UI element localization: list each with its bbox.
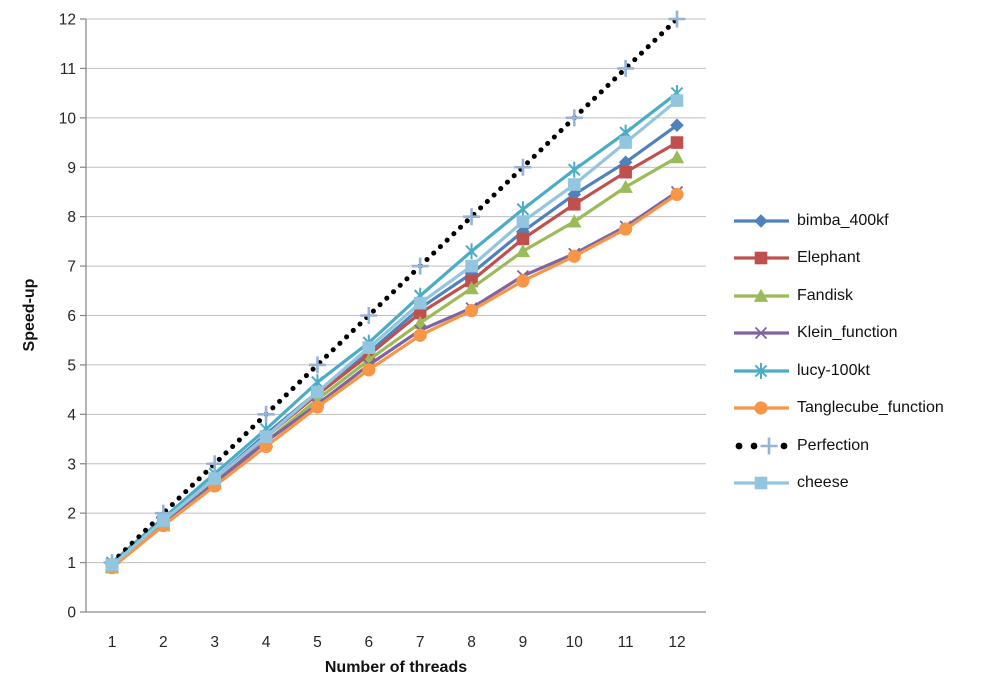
legend-item-Perfection: Perfection [733,427,944,465]
legend-item-lucy-100kt: lucy-100kt [733,352,944,390]
series-line-Klein_function [110,190,678,567]
legend-item-Elephant: Elephant [733,240,944,278]
series-line-Elephant [110,141,678,567]
x-tick-label: 1 [108,634,117,651]
x-tick-label: 6 [365,634,374,651]
legend-label: Elephant [797,249,861,267]
series-line-lucy-100kt [110,91,678,564]
x-tick-label: 9 [519,634,528,651]
chart-legend: bimba_400kf Elephant Fandisk Klein_function… [733,202,944,502]
series-line-cheese [110,99,679,567]
y-tick-label: 5 [67,357,76,374]
circle-marker-icon [734,401,789,415]
legend-item-Fandisk: Fandisk [733,277,944,315]
legend-label: Tanglecube_function [797,399,944,417]
x-tick-label: 11 [618,634,634,651]
series-line-Fandisk [110,155,678,569]
asterisk-marker-icon [734,362,789,379]
legend-item-bimba_400kf: bimba_400kf [733,202,944,240]
series-cheese [105,94,684,572]
legend-item-cheese: cheese [733,465,944,503]
x-tick-label: 12 [668,634,685,651]
triangle-marker-icon [734,288,789,302]
legend-label: Klein_function [797,324,898,342]
plus-marker-icon [735,437,788,455]
x-tick-label: 5 [313,634,322,651]
square-marker-icon [734,476,789,490]
legend-label: Perfection [797,436,870,454]
y-tick-label: 7 [67,259,76,276]
square-marker-icon [734,251,789,265]
legend-label: lucy-100kt [797,361,870,379]
y-tick-label: 1 [67,555,76,572]
x-tick-label: 7 [416,634,425,651]
legend-label: Fandisk [797,286,854,304]
y-tick-label: 8 [67,209,76,226]
x-tick-label: 2 [159,634,168,651]
legend-item-Klein_function: Klein_function [733,315,944,353]
x-tick-label: 10 [566,634,584,651]
legend-item-Tanglecube_function: Tanglecube_function [733,390,944,428]
y-tick-label: 4 [67,407,76,424]
x-axis-title: Number of threads [324,659,468,676]
y-tick-label: 6 [67,308,76,325]
y-tick-label: 0 [67,605,76,622]
y-axis-title: Speed-up [21,278,38,352]
y-tick-label: 3 [67,456,76,473]
y-tick-label: 12 [59,12,76,29]
y-tick-label: 9 [67,160,76,177]
series-Fandisk [104,150,685,574]
x-tick-label: 8 [467,634,476,651]
x-tick-label: 4 [262,634,271,651]
x-tick-label: 3 [210,634,219,651]
diamond-marker-icon [734,213,789,228]
y-tick-label: 2 [67,506,76,523]
legend-label: cheese [797,474,849,492]
series-line-Perfection [109,16,680,566]
series-line-Tanglecube_function [110,193,678,569]
series-Tanglecube_function [105,187,684,575]
y-tick-label: 10 [59,110,77,127]
y-tick-label: 11 [60,61,76,78]
series-Perfection [103,10,686,572]
legend-label: bimba_400kf [797,211,889,229]
x-marker-icon [734,327,789,340]
